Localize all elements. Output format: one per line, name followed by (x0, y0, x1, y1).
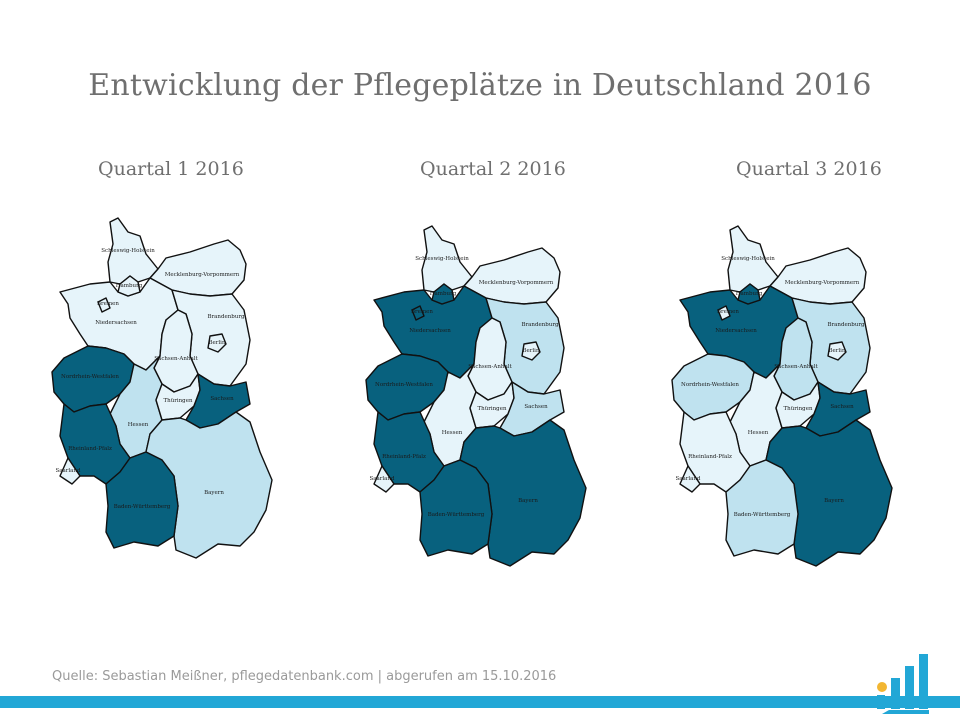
state-label-sh: Schleswig-Holstein (101, 248, 155, 254)
state-label-mv: Mecklenburg-Vorpommern (785, 280, 860, 286)
state-bw (419, 459, 493, 557)
state-label-ni: Niedersachsen (95, 320, 137, 326)
source-note: Quelle: Sebastian Meißner, pflegedatenba… (52, 669, 557, 684)
map-title-q1: Quartal 1 2016 (98, 158, 244, 180)
state-label-sn: Sachsen (210, 396, 234, 402)
state-label-rp: Rheinland-Pfalz (68, 446, 112, 452)
state-hb (717, 305, 731, 321)
state-label-sl: Saarland (369, 476, 395, 482)
state-label-bb: Brandenburg (521, 322, 559, 328)
state-label-he: Hessen (128, 422, 149, 428)
state-label-hb: Bremen (717, 309, 739, 315)
state-label-sh: Schleswig-Holstein (415, 256, 469, 262)
state-bw (105, 451, 179, 549)
state-label-by: Bayern (204, 490, 224, 496)
germany-map-q3: Schleswig-Holstein Mecklenburg-Vorpommern… (671, 225, 893, 567)
state-sl (59, 457, 81, 485)
state-label-mv: Mecklenburg-Vorpommern (479, 280, 554, 286)
state-label-st: Sachsen-Anhalt (154, 356, 198, 362)
state-be (827, 341, 847, 361)
state-label-mv: Mecklenburg-Vorpommern (165, 272, 240, 278)
state-label-nw: Nordrhein-Westfalen (681, 382, 739, 388)
state-sl (679, 465, 701, 493)
state-be (207, 333, 227, 353)
state-hh (737, 283, 761, 305)
state-label-he: Hessen (442, 430, 463, 436)
state-label-hb: Bremen (411, 309, 433, 315)
state-hh (117, 275, 141, 297)
state-label-nw: Nordrhein-Westfalen (375, 382, 433, 388)
state-label-by: Bayern (824, 498, 844, 504)
state-label-hh: Hamburg (736, 291, 763, 297)
state-label-bb: Brandenburg (207, 314, 245, 320)
state-hb (97, 297, 111, 313)
pflegedatenbank-logo-icon (877, 654, 929, 714)
state-label-th: Thüringen (783, 406, 812, 412)
state-be (521, 341, 541, 361)
state-label-ni: Niedersachsen (715, 328, 757, 334)
state-label-he: Hessen (748, 430, 769, 436)
state-label-bw: Baden-Württemberg (114, 504, 171, 510)
state-label-bb: Brandenburg (827, 322, 865, 328)
state-label-th: Thüringen (163, 398, 192, 404)
state-label-be: Berlin (829, 348, 846, 354)
state-sl (373, 465, 395, 493)
state-label-sl: Saarland (55, 468, 81, 474)
map-title-q3: Quartal 3 2016 (736, 158, 882, 180)
map-title-q2: Quartal 2 2016 (420, 158, 566, 180)
germany-map-q2: Schleswig-Holstein Mecklenburg-Vorpommern… (365, 225, 587, 567)
state-label-be: Berlin (209, 340, 226, 346)
state-label-bw: Baden-Württemberg (428, 512, 485, 518)
state-label-st: Sachsen-Anhalt (468, 364, 512, 370)
state-label-sl: Saarland (675, 476, 701, 482)
state-label-hh: Hamburg (116, 283, 143, 289)
state-label-th: Thüringen (477, 406, 506, 412)
state-label-sn: Sachsen (524, 404, 548, 410)
state-bw (725, 459, 799, 557)
state-hb (411, 305, 425, 321)
state-label-ni: Niedersachsen (409, 328, 451, 334)
germany-map-q1: Schleswig-Holstein Mecklenburg-Vorpommern… (51, 217, 273, 559)
page-title: Entwicklung der Pflegeplätze in Deutschl… (88, 68, 872, 103)
state-label-hb: Bremen (97, 301, 119, 307)
state-label-sn: Sachsen (830, 404, 854, 410)
bottom-accent-bar (0, 696, 960, 708)
state-label-rp: Rheinland-Pfalz (688, 454, 732, 460)
state-label-sh: Schleswig-Holstein (721, 256, 775, 262)
state-label-nw: Nordrhein-Westfalen (61, 374, 119, 380)
state-label-bw: Baden-Württemberg (734, 512, 791, 518)
state-label-be: Berlin (523, 348, 540, 354)
state-label-by: Bayern (518, 498, 538, 504)
state-label-rp: Rheinland-Pfalz (382, 454, 426, 460)
state-label-hh: Hamburg (430, 291, 457, 297)
state-label-st: Sachsen-Anhalt (774, 364, 818, 370)
state-hh (431, 283, 455, 305)
